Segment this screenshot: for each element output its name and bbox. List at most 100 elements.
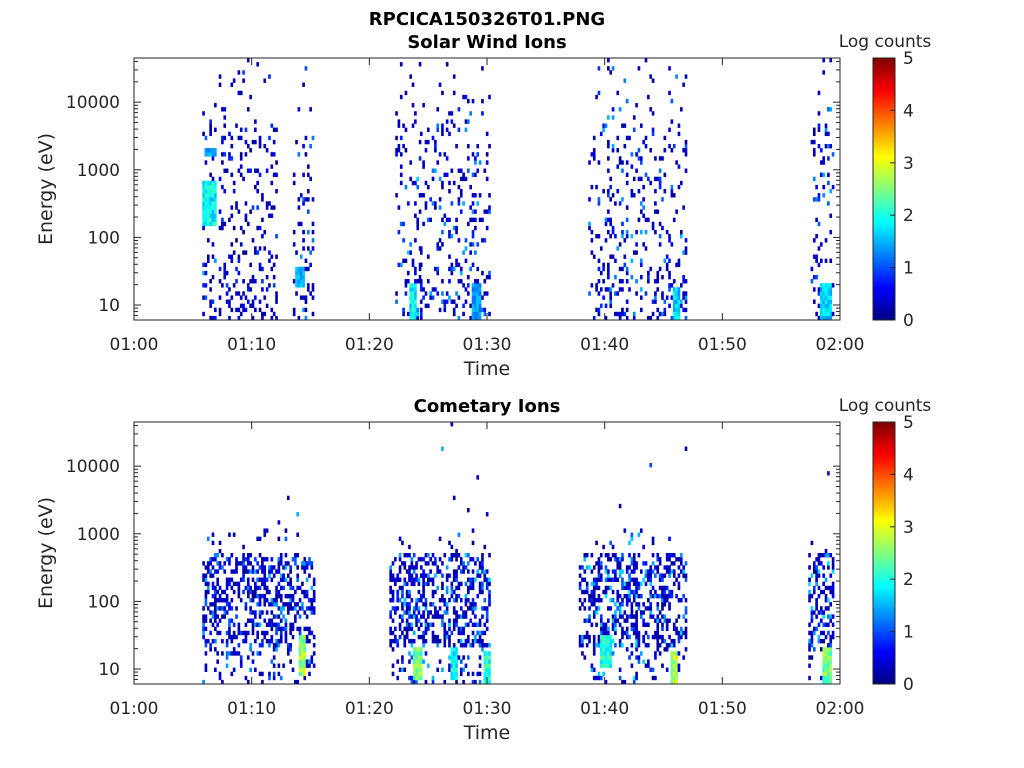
heatmap-cell	[665, 254, 669, 259]
heatmap-cell	[485, 651, 489, 656]
heatmap-cell	[679, 299, 683, 304]
heatmap-cell	[270, 598, 274, 603]
colorbar-segment	[873, 573, 895, 577]
heatmap-cell	[246, 593, 250, 599]
heatmap-cell	[223, 262, 227, 268]
heatmap-cell	[270, 602, 274, 607]
heatmap-cell	[455, 593, 458, 599]
heatmap-cell	[204, 184, 208, 190]
heatmap-cell	[478, 193, 482, 198]
heatmap-cell	[677, 634, 681, 640]
colorbar-segment	[873, 272, 895, 276]
heatmap-cell	[308, 638, 311, 644]
heatmap-cell	[296, 577, 300, 582]
heatmap-cell	[289, 585, 292, 591]
heatmap-cell	[206, 213, 210, 218]
heatmap-cell	[268, 589, 271, 595]
colorbar-segment	[873, 175, 895, 179]
heatmap-cell	[599, 638, 603, 644]
heatmap-cell	[235, 307, 238, 313]
heatmap-cell	[443, 307, 447, 313]
heatmap-cell	[599, 270, 603, 276]
heatmap-cell	[654, 618, 657, 623]
heatmap-cell	[448, 229, 451, 235]
heatmap-cell	[268, 258, 271, 263]
heatmap-cell	[675, 671, 678, 677]
colorbar-segment	[873, 453, 895, 457]
heatmap-cell	[237, 315, 241, 321]
heatmap-cell	[265, 303, 269, 309]
colorbar-segment	[873, 296, 895, 300]
heatmap-cell	[467, 634, 470, 640]
heatmap-cell	[258, 536, 262, 542]
heatmap-cell	[628, 593, 631, 599]
heatmap-cell	[602, 643, 605, 648]
heatmap-cell	[651, 553, 655, 558]
heatmap-cell	[308, 606, 311, 611]
heatmap-cell	[246, 221, 250, 227]
heatmap-cell	[457, 638, 461, 644]
colorbar-segment	[873, 291, 895, 295]
heatmap-cell	[616, 557, 620, 562]
heatmap-cell	[445, 127, 449, 132]
heatmap-cell	[467, 585, 470, 591]
heatmap-cell	[672, 638, 676, 644]
colorbar-segment	[873, 249, 895, 253]
heatmap-cell	[583, 634, 587, 640]
heatmap-cell	[488, 270, 491, 276]
heatmap-cell	[251, 315, 255, 321]
heatmap-cell	[647, 577, 650, 582]
heatmap-cell	[235, 614, 238, 619]
heatmap-cell	[670, 643, 674, 648]
heatmap-cell	[291, 593, 295, 599]
heatmap-cell	[452, 180, 456, 186]
heatmap-cell	[808, 581, 811, 587]
heatmap-cell	[405, 589, 409, 595]
heatmap-cell	[415, 655, 418, 660]
heatmap-cell	[398, 565, 402, 570]
heatmap-cell	[422, 164, 425, 169]
heatmap-cell	[206, 536, 210, 542]
heatmap-cell	[445, 156, 449, 161]
heatmap-cell	[478, 679, 482, 685]
heatmap-cell	[668, 258, 671, 263]
heatmap-cell	[820, 618, 823, 623]
heatmap-cell	[299, 254, 303, 259]
colorbar-segment	[873, 173, 895, 177]
heatmap-cell	[424, 573, 428, 578]
heatmap-cell	[279, 634, 283, 640]
heatmap-cell	[221, 651, 224, 656]
heatmap-cell	[272, 622, 276, 627]
heatmap-cell	[616, 606, 620, 611]
heatmap-cell	[609, 577, 613, 582]
heatmap-cell	[651, 127, 655, 132]
heatmap-cell	[237, 626, 241, 632]
heatmap-cell	[602, 647, 605, 652]
heatmap-cell	[644, 246, 648, 251]
heatmap-cell	[661, 638, 664, 644]
heatmap-cell	[214, 213, 217, 218]
heatmap-cell	[246, 618, 250, 623]
heatmap-cell	[457, 262, 461, 268]
heatmap-cell	[812, 626, 816, 632]
heatmap-cell	[578, 634, 582, 640]
heatmap-cell	[467, 274, 470, 280]
heatmap-cell	[256, 189, 260, 194]
heatmap-cell	[286, 647, 290, 652]
heatmap-cell	[609, 651, 613, 656]
heatmap-cell	[639, 160, 643, 165]
heatmap-cell	[311, 295, 315, 300]
heatmap-cell	[478, 315, 482, 321]
heatmap-cell	[675, 262, 678, 268]
heatmap-cell	[304, 197, 308, 202]
heatmap-cell	[228, 131, 231, 137]
heatmap-cell	[820, 647, 823, 652]
colorbar-segment	[873, 288, 895, 292]
heatmap-cell	[443, 299, 447, 304]
heatmap-cell	[302, 143, 305, 149]
heatmap-cell	[275, 643, 278, 648]
heatmap-cell	[651, 299, 655, 304]
heatmap-cell	[441, 90, 444, 96]
heatmap-cell	[822, 193, 825, 198]
heatmap-cell	[481, 238, 484, 243]
